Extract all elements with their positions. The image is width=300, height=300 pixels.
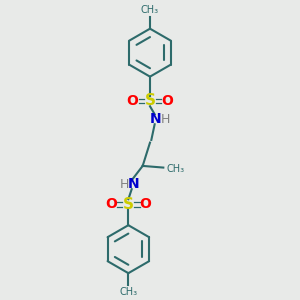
Text: O: O — [140, 197, 152, 211]
Text: O: O — [127, 94, 139, 108]
Text: CH₃: CH₃ — [141, 5, 159, 15]
Text: CH₃: CH₃ — [167, 164, 185, 174]
Text: O: O — [105, 197, 117, 211]
Text: S: S — [145, 94, 155, 109]
Text: N: N — [150, 112, 161, 126]
Text: H: H — [161, 113, 170, 126]
Text: CH₃: CH₃ — [119, 287, 137, 297]
Text: O: O — [161, 94, 173, 108]
Text: S: S — [123, 197, 134, 212]
Text: N: N — [128, 177, 139, 191]
Text: H: H — [120, 178, 129, 191]
